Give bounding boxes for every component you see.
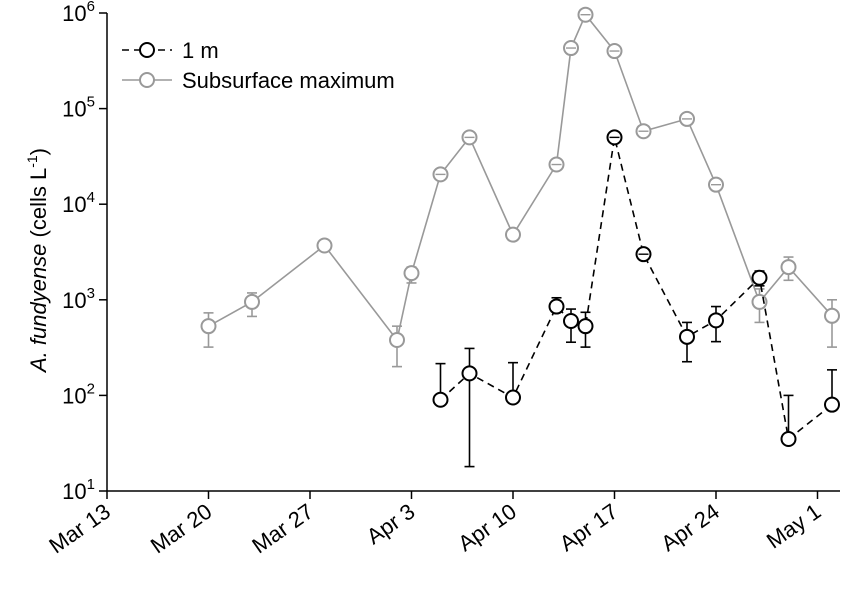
legend-label: Subsurface maximum (182, 68, 395, 93)
y-tick-label-base: 10 (62, 383, 86, 408)
y-axis-label-units-suffix: ) (26, 148, 51, 155)
y-axis-label-text: A. fundyense (cells L-1) (24, 148, 51, 374)
y-tick-label-exponent: 5 (87, 94, 95, 111)
legend: 1 m Subsurface maximum (122, 38, 395, 93)
data-point (708, 312, 724, 329)
x-tick-label: Mar 13 (44, 499, 114, 559)
data-point (200, 318, 217, 335)
data-point (432, 391, 449, 408)
y-tick-label-exponent: 2 (87, 380, 95, 397)
y-axis-label-units-prefix: (cells L (26, 168, 51, 244)
data-point (780, 259, 797, 276)
x-tick-label: Mar 20 (146, 499, 216, 559)
data-point (505, 226, 521, 243)
data-point (577, 318, 594, 335)
data-point (679, 328, 695, 345)
data-point (780, 430, 797, 447)
x-tick-label: May 1 (762, 499, 825, 554)
y-tick-label: 102 (62, 380, 95, 408)
series-line (439, 137, 833, 441)
y-tick-label-base: 10 (62, 288, 86, 313)
data-point (316, 237, 333, 254)
x-tick-label: Apr 17 (555, 499, 622, 557)
legend-marker (139, 42, 155, 58)
y-tick-label-exponent: 1 (87, 476, 95, 493)
y-tick-label: 104 (62, 189, 95, 217)
legend-label: 1 m (182, 38, 219, 63)
y-axis-label-units-sup: -1 (24, 155, 40, 168)
data-point (244, 293, 260, 310)
data-point (563, 313, 579, 330)
y-tick-label: 105 (62, 94, 95, 122)
legend-item: Subsurface maximum (122, 68, 395, 93)
y-tick-label: 101 (62, 476, 95, 504)
x-tick-label: Apr 24 (656, 499, 723, 557)
x-tick-label: Mar 27 (247, 499, 317, 559)
y-tick-label-base: 10 (62, 192, 86, 217)
x-tick-label: Apr 10 (453, 499, 520, 557)
series-line (208, 13, 833, 342)
data-point (461, 365, 478, 382)
y-tick-label-exponent: 3 (87, 285, 95, 302)
data-point (824, 307, 840, 324)
y-tick-label-exponent: 6 (87, 0, 95, 15)
y-tick-label-base: 10 (62, 1, 86, 26)
data-point (389, 331, 405, 348)
y-tick-label: 106 (62, 0, 95, 26)
y-tick-label-base: 10 (62, 97, 86, 122)
data-point (824, 396, 840, 413)
data-point (403, 265, 420, 282)
y-tick-label: 103 (62, 285, 95, 313)
data-point (751, 269, 768, 286)
y-axis-label-species: A. fundyense (26, 244, 51, 374)
series-subsurface-maximum (200, 6, 840, 368)
legend-item: 1 m (122, 38, 219, 63)
y-tick-label-exponent: 4 (87, 189, 95, 206)
series-one-m (432, 129, 840, 468)
x-tick-label: Apr 3 (362, 499, 419, 550)
data-point (505, 389, 521, 406)
data-point (548, 298, 565, 315)
series-layer (200, 6, 840, 468)
y-tick-label-base: 10 (62, 479, 86, 504)
y-axis-label: A. fundyense (cells L-1) (24, 148, 51, 374)
legend-marker (139, 72, 155, 88)
